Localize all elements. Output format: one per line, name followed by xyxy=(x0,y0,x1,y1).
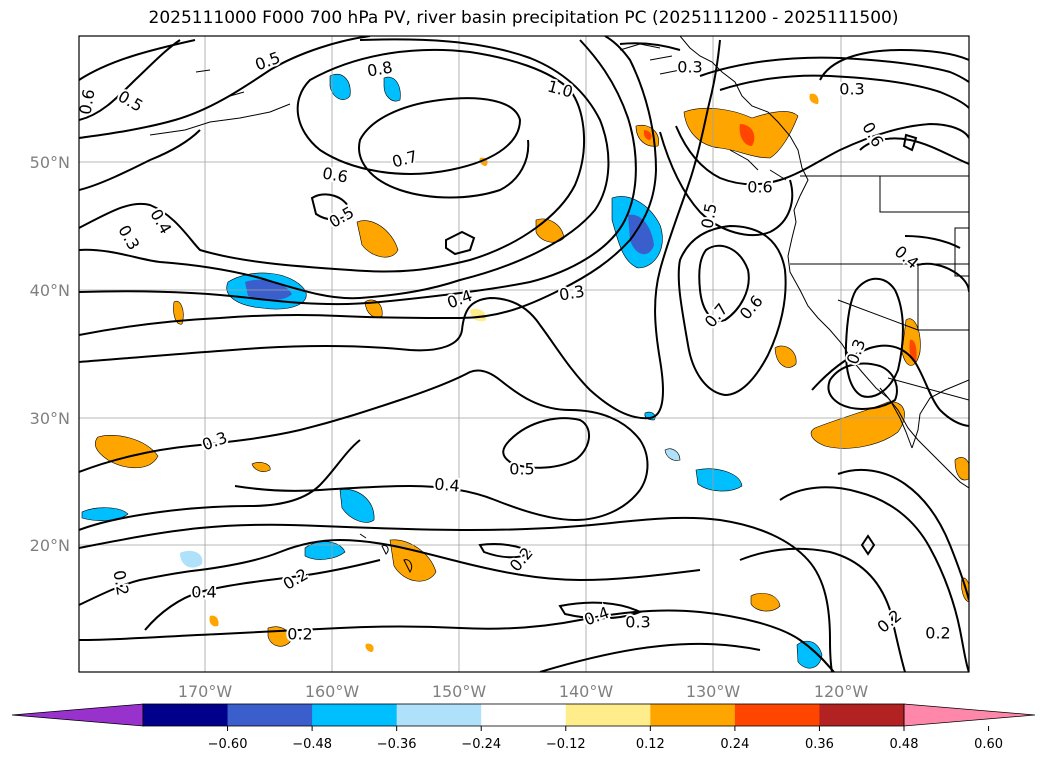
map-border xyxy=(78,35,970,673)
contour-label-halo: 0.2 xyxy=(925,624,950,643)
colorbar-segment xyxy=(819,704,905,726)
contour-label-halo: 0.2 xyxy=(287,625,312,644)
colorbar-segment xyxy=(481,704,567,726)
map-gridlines xyxy=(79,36,969,672)
contour-label: 0.5 xyxy=(697,202,720,230)
contour-label-halo: 0.3 xyxy=(677,58,702,77)
contour-label: 0.6 xyxy=(321,163,349,186)
colorbar-tick-label: −0.12 xyxy=(546,737,586,752)
contour-label: 0.3 xyxy=(839,80,864,99)
lon-label-130w: 130°W xyxy=(686,682,741,701)
lat-label-40n: 40°N xyxy=(30,281,70,300)
contour-label: 0.6 xyxy=(75,88,98,116)
contour-label: 0.3 xyxy=(677,58,702,77)
contour-label-halo: 0.6 xyxy=(75,88,98,116)
contour-label: 0.6 xyxy=(747,178,772,197)
contour-label: 0.2 xyxy=(925,624,950,643)
lon-label-160w: 160°W xyxy=(305,682,360,701)
colorbar-tick-label: 0.24 xyxy=(720,737,749,752)
lon-label-120w: 120°W xyxy=(814,682,869,701)
lon-label-170w: 170°W xyxy=(178,682,233,701)
lat-label-30n: 30°N xyxy=(30,409,70,428)
coastlines xyxy=(149,36,969,573)
longitude-labels: 170°W 160°W 150°W 140°W 130°W 120°W xyxy=(178,682,869,701)
contour-label: 0.5 xyxy=(509,460,534,479)
contour-label: 0.4 xyxy=(191,583,216,602)
contour-label: 0.4 xyxy=(434,474,461,495)
colorbar-tick-label: −0.60 xyxy=(208,737,248,752)
colorbar-tick-label: −0.36 xyxy=(377,737,417,752)
colorbar-segment xyxy=(227,704,313,726)
lat-label-20n: 20°N xyxy=(30,536,70,555)
contour-label: 0.3 xyxy=(558,281,586,304)
contour-label-halo: 0.3 xyxy=(625,613,650,632)
map-title: 2025111000 F000 700 hPa PV, river basin … xyxy=(148,8,899,28)
colorbar-tick-label: −0.48 xyxy=(292,737,332,752)
contour-label: 0.2 xyxy=(287,625,312,644)
colorbar-tick-label: 0.60 xyxy=(974,737,1003,752)
colorbar-segment xyxy=(565,704,651,726)
colorbar-tick-label: 0.48 xyxy=(890,737,919,752)
colorbar: −0.60 −0.48 −0.36 −0.24 −0.12 0.12 0.24 0.36 0.4… xyxy=(11,703,1036,752)
colorbar-tick-label: 0.12 xyxy=(636,737,665,752)
colorbar-segment xyxy=(396,704,482,726)
colorbar-segment xyxy=(143,704,229,726)
contour-label-halo: 0.4 xyxy=(434,474,461,495)
contour-label-halo: 0.6 xyxy=(747,178,772,197)
colorbar-left-extension xyxy=(11,703,144,727)
lon-label-140w: 140°W xyxy=(559,682,614,701)
colorbar-right-extension xyxy=(903,703,1036,727)
lat-label-50n: 50°N xyxy=(30,153,70,172)
contour-label: 0.8 xyxy=(366,57,394,80)
contour-label-halo: 0.3 xyxy=(839,80,864,99)
lon-label-150w: 150°W xyxy=(432,682,487,701)
contour-label: 0.2 xyxy=(109,569,132,597)
colorbar-segment xyxy=(734,704,820,726)
pv-contours xyxy=(79,36,969,672)
map-area xyxy=(79,36,969,672)
contour-label-halo: 0.4 xyxy=(191,583,216,602)
colorbar-tick-label: −0.24 xyxy=(461,737,501,752)
contour-label: 0.3 xyxy=(625,613,650,632)
colorbar-segment xyxy=(312,704,398,726)
latitude-labels: 50°N 40°N 30°N 20°N xyxy=(30,153,70,555)
colorbar-tick-label: 0.36 xyxy=(805,737,834,752)
contour-label-halo: 0.5 xyxy=(509,460,534,479)
colorbar-frame xyxy=(142,703,905,727)
colorbar-segment xyxy=(650,704,736,726)
